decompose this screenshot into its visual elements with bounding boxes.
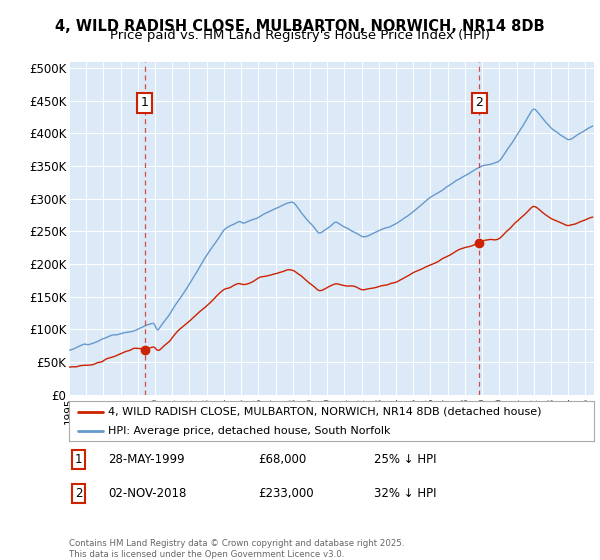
Text: 4, WILD RADISH CLOSE, MULBARTON, NORWICH, NR14 8DB (detached house): 4, WILD RADISH CLOSE, MULBARTON, NORWICH…: [109, 407, 542, 417]
Text: 1: 1: [141, 96, 149, 109]
Text: 2: 2: [75, 487, 82, 500]
Text: 28-MAY-1999: 28-MAY-1999: [109, 453, 185, 466]
Text: 1: 1: [75, 453, 82, 466]
Text: Price paid vs. HM Land Registry's House Price Index (HPI): Price paid vs. HM Land Registry's House …: [110, 29, 490, 42]
Text: HPI: Average price, detached house, South Norfolk: HPI: Average price, detached house, Sout…: [109, 426, 391, 436]
Text: £233,000: £233,000: [258, 487, 314, 500]
Text: 4, WILD RADISH CLOSE, MULBARTON, NORWICH, NR14 8DB: 4, WILD RADISH CLOSE, MULBARTON, NORWICH…: [55, 19, 545, 34]
Text: Contains HM Land Registry data © Crown copyright and database right 2025.
This d: Contains HM Land Registry data © Crown c…: [69, 539, 404, 559]
Text: 32% ↓ HPI: 32% ↓ HPI: [373, 487, 436, 500]
Text: £68,000: £68,000: [258, 453, 306, 466]
Text: 2: 2: [475, 96, 483, 109]
Text: 02-NOV-2018: 02-NOV-2018: [109, 487, 187, 500]
Text: 25% ↓ HPI: 25% ↓ HPI: [373, 453, 436, 466]
